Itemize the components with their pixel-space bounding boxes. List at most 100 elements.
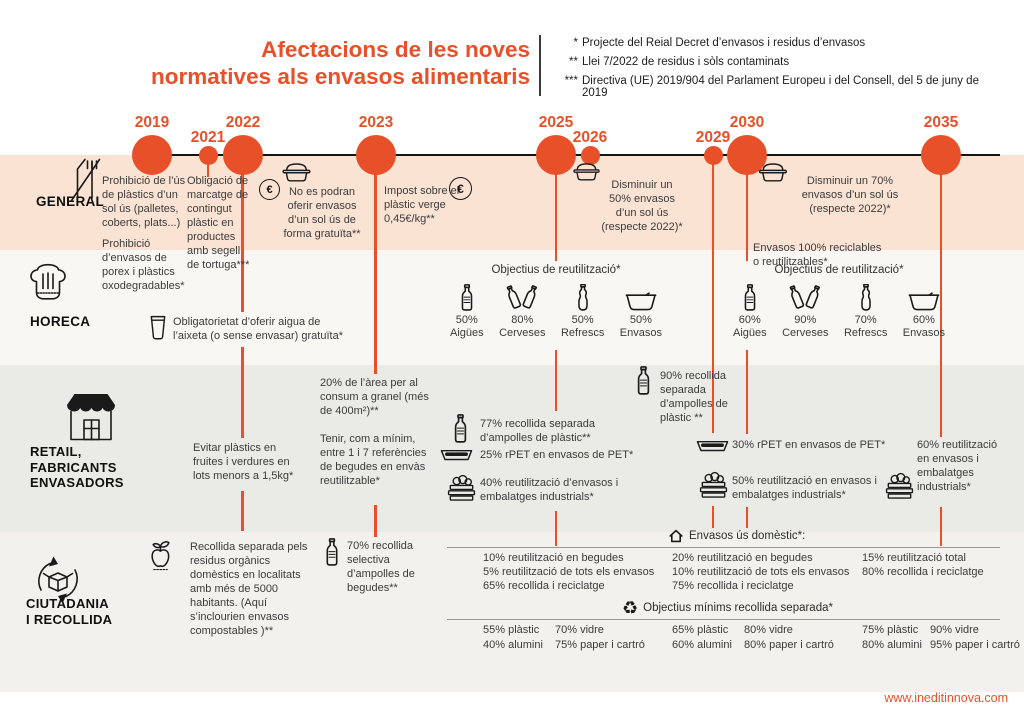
domestic-line: 65% recollida i reciclatge	[483, 580, 605, 592]
soda-bottle-icon	[844, 281, 887, 311]
pet-tray-icon	[440, 449, 473, 461]
beer-bottles-icon	[499, 281, 545, 311]
food-container-icon	[757, 162, 789, 182]
domestic-line: 10% reutilització de tots els envasos	[672, 566, 850, 578]
band-general	[0, 155, 1024, 250]
legend-stars: *	[573, 37, 578, 49]
sector-label-ciutadania-line2: I RECOLLIDA	[26, 611, 113, 627]
general-2021-text: Obligació de marcatge de contingut plàst…	[187, 175, 250, 271]
industrial-crate-icon	[884, 472, 915, 500]
domestic-heading: Envasos ús domèstic*:	[668, 528, 805, 544]
general-2022-text: No es podran oferir envasos d’un sol ús …	[283, 186, 361, 240]
connector-line	[939, 507, 942, 546]
timeline-dot-2022	[223, 135, 263, 175]
recycle-icon: ♻	[622, 598, 639, 618]
ciutadania-2023-text: 70% recollida selectiva d’ampolles de be…	[347, 540, 415, 594]
sep-cell: 75% plàstic	[862, 624, 919, 636]
soda-bottle-icon	[561, 281, 604, 311]
year-label-2019: 2019	[134, 114, 170, 131]
timeline-dot-2026	[580, 145, 600, 165]
retail-2035-text: 60% reutilització en envasos i embalatge…	[917, 439, 998, 493]
goal-pct: 50%	[455, 314, 478, 326]
sep-cell: 80% paper i cartró	[744, 639, 834, 651]
connector-line	[745, 172, 748, 261]
sep-cell: 70% vidre	[555, 624, 604, 636]
separada-col-2035: 75% plàstic 90% vidre 80% alumini 95% pa…	[862, 623, 1020, 653]
connector-line	[554, 511, 557, 546]
domestic-line: 80% recollida i reciclatge	[862, 566, 984, 578]
goal-envasos: 50% Envasos	[620, 281, 662, 340]
industrial-crate-icon	[446, 474, 477, 502]
separada-heading: ♻ Objectius mínims recollida separada*	[622, 598, 833, 618]
industrial-crate-icon	[698, 471, 729, 499]
retail-2023-text: 20% de l’àrea per al consum a granel (mé…	[320, 377, 430, 489]
plastic-bottle-icon	[325, 538, 339, 566]
general-2030-text1: Disminuir un 70% envasos d’un sol ús (re…	[801, 175, 899, 215]
domestic-line: 75% recollida i reciclatge	[672, 580, 794, 592]
retail-2023-p2: Tenir, com a mínim, entre 1 i 7 referènc…	[320, 432, 427, 487]
general-2019-text: Prohibició de l’ús de plàstics d’un sol …	[102, 175, 190, 294]
sep-cell: 80% vidre	[744, 624, 793, 636]
retail-2030-text2: 50% reutilització en envasos i embalatge…	[732, 475, 877, 501]
sector-label-retail: RETAIL, FABRICANTS ENVASADORS	[30, 444, 124, 491]
general-2019-p2: Prohibició d’envasos de porex i plàstics…	[102, 237, 185, 292]
connector-line	[374, 505, 377, 537]
connector-line	[241, 172, 244, 312]
horeca-2022-text: Obligatorietat d’oferir aigua de l’aixet…	[173, 316, 343, 342]
goal-label: Cerveses	[499, 327, 546, 339]
plastic-bottle-icon	[453, 414, 468, 443]
connector-line	[241, 347, 244, 438]
separada-col-2030: 65% plàstic 80% vidre 60% alumini 80% pa…	[672, 623, 834, 653]
general-2030-text2: Envasos 100% reciclables o reutilitzable…	[753, 242, 882, 268]
goal-label: Cerveses	[782, 327, 829, 339]
plastic-bottle-icon	[636, 366, 651, 395]
sep-cell: 80% alumini	[862, 639, 922, 651]
goal-cerveses: 80% Cerveses	[499, 281, 546, 340]
page-title-line2: normatives als envasos alimentaris	[151, 64, 530, 90]
goal-refrescs: 70% Refrescs	[844, 281, 887, 340]
goal-refrescs: 50% Refrescs	[561, 281, 604, 340]
legend-text: Directiva (UE) 2019/904 del Parlament Eu…	[582, 75, 979, 99]
year-label-2026: 2026	[572, 129, 608, 146]
sector-label-retail-line3: ENVASADORS	[30, 475, 124, 491]
goal-label: Aigües	[733, 327, 767, 339]
timeline-dot-2021	[198, 145, 218, 165]
legend-text: Projecte del Reial Decret d’envasos i re…	[582, 37, 866, 49]
sector-label-horeca: HORECA	[30, 314, 91, 329]
sep-cell: 60% alumini	[672, 639, 732, 651]
legend-stars: **	[569, 56, 578, 68]
legend-text: Llei 7/2022 de residus i sòls contaminat…	[582, 56, 790, 68]
timeline-dot-2025	[536, 135, 576, 175]
sep-cell: 55% plàstic	[483, 624, 540, 636]
separator-line	[447, 547, 1000, 549]
year-label-2030: 2030	[729, 114, 765, 131]
domestic-line: 10% reutilització en begudes	[483, 552, 624, 564]
general-2026-text: Disminuir un 50% envasos d’un sol ús (re…	[601, 179, 683, 233]
timeline-dot-2035	[921, 135, 961, 175]
euro-icon: €	[449, 177, 472, 200]
sep-cell: 75% paper i cartró	[555, 639, 645, 651]
retail-2023-p1: 20% de l’àrea per al consum a granel (mé…	[320, 377, 429, 417]
sector-label-ciutadania-line1: CIUTADANIA	[26, 596, 109, 611]
goal-pct: 50%	[571, 314, 594, 326]
domestic-line: 20% reutilització en begudes	[672, 552, 813, 564]
website-link[interactable]: www.ineditinnova.com	[884, 691, 1008, 705]
goal-label: Envasos	[619, 327, 662, 339]
water-bottle-icon	[733, 281, 767, 311]
food-container-icon	[572, 162, 601, 181]
goal-cerveses: 90% Cerveses	[782, 281, 829, 340]
goal-pct: 50%	[629, 314, 652, 326]
connector-line	[711, 506, 714, 528]
sector-label-general: GENERAL	[36, 194, 105, 209]
separada-heading-text: Objectius mínims recollida separada*	[643, 602, 833, 614]
legend-item: *** Directiva (UE) 2019/904 del Parlamen…	[552, 75, 1002, 99]
connector-line	[745, 507, 748, 528]
connector-line	[241, 491, 244, 531]
recycle-box-icon	[38, 556, 78, 604]
goal-label: Aigües	[450, 327, 484, 339]
band-ciutadania	[0, 532, 1024, 692]
sector-label-retail-line2: FABRICANTS	[30, 459, 117, 475]
legend: * Projecte del Reial Decret d’envasos i …	[552, 37, 1002, 106]
goal-pct: 90%	[794, 314, 817, 326]
container-bowl-icon	[620, 281, 662, 311]
